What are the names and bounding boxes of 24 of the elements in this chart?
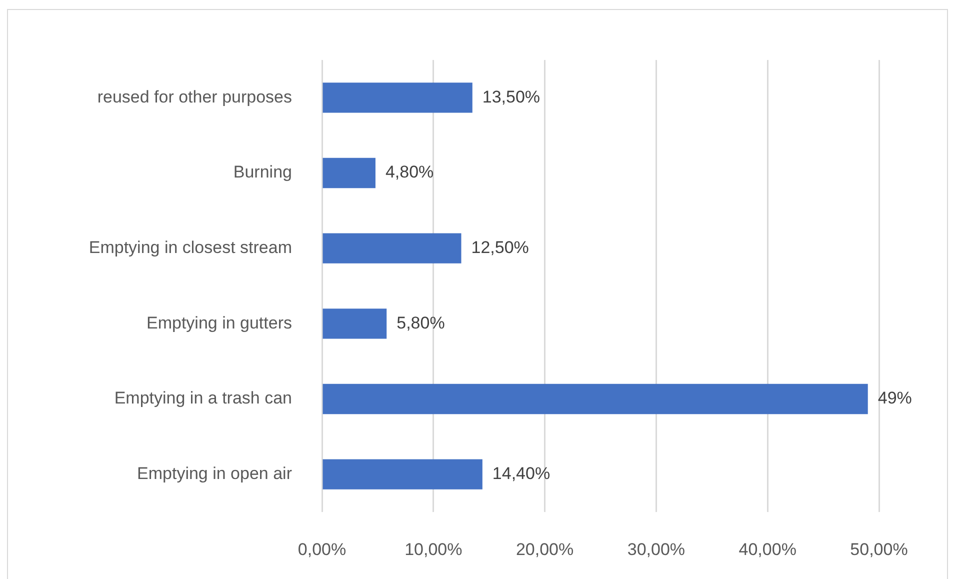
data-label: 13,50% <box>482 87 540 106</box>
x-tick-label: 50,00% <box>850 540 908 559</box>
y-tick-label: Emptying in gutters <box>146 313 292 332</box>
y-tick-label: Burning <box>233 162 292 182</box>
data-label: 12,50% <box>471 238 529 258</box>
bar <box>322 233 462 264</box>
bar <box>322 308 387 339</box>
x-tick-label: 10,00% <box>404 540 462 559</box>
data-label: 5,80% <box>396 313 445 332</box>
data-label: 4,80% <box>385 162 434 182</box>
x-tick-label: 20,00% <box>516 540 574 559</box>
bar <box>322 459 482 490</box>
data-label: 49% <box>878 388 912 408</box>
data-label: 14,40% <box>492 464 550 484</box>
y-tick-label: Emptying in closest stream <box>88 238 292 258</box>
bar <box>322 158 376 188</box>
y-tick-label: Emptying in open air <box>137 464 292 484</box>
x-tick-label: 30,00% <box>627 540 686 559</box>
bar <box>322 82 472 113</box>
bar <box>322 384 868 414</box>
x-tick-label: 40,00% <box>738 540 796 559</box>
y-tick-label: reused for other purposes <box>97 87 292 106</box>
x-tick-label: 0,00% <box>298 540 346 559</box>
y-tick-label: Emptying in a trash can <box>114 388 292 408</box>
